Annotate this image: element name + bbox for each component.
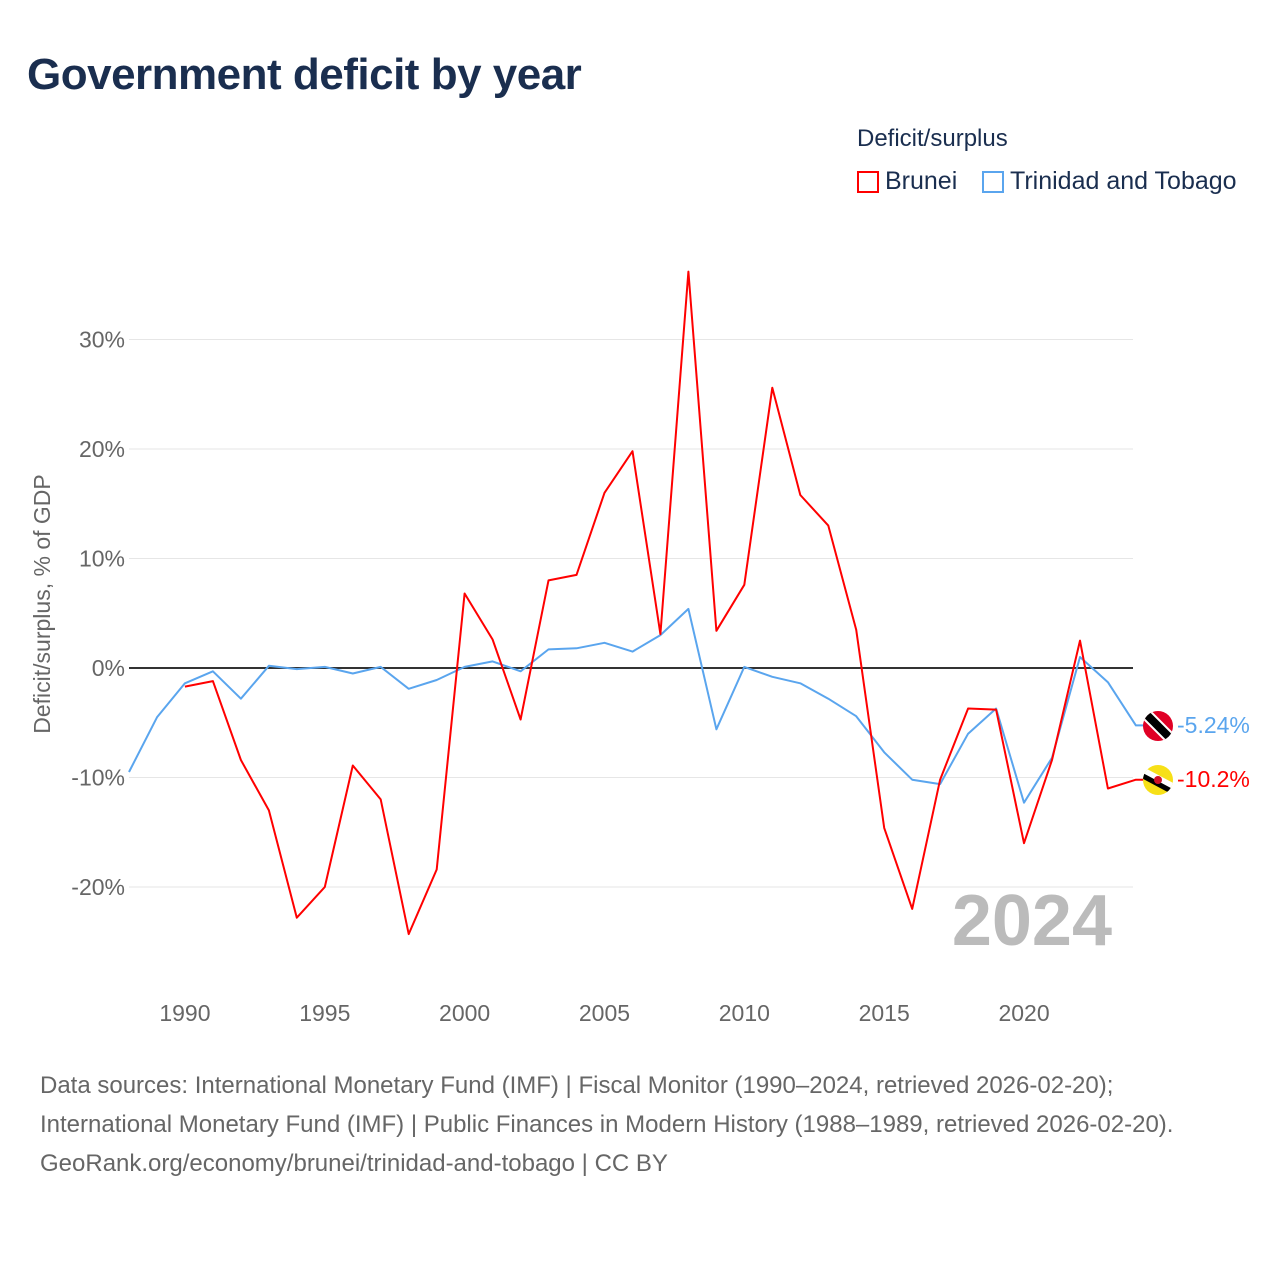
legend-item-trinidad-and-tobago[interactable]: Trinidad and Tobago	[982, 167, 1237, 196]
y-tick-label: 10%	[79, 546, 125, 572]
y-tick-label: 20%	[79, 436, 125, 462]
credit-link[interactable]: GeoRank.org/economy/brunei/trinidad-and-…	[40, 1150, 668, 1177]
year-watermark: 2024	[952, 881, 1112, 961]
legend-title: Deficit/surplus	[857, 125, 1008, 152]
series-line-brunei	[184, 270, 1144, 936]
y-axis-label: Deficit/surplus, % of GDP	[29, 474, 55, 733]
x-tick-label: 2010	[719, 1000, 770, 1026]
y-tick-label: 30%	[79, 327, 125, 353]
x-tick-label: 1990	[159, 1000, 210, 1026]
x-tick-label: 1995	[299, 1000, 350, 1026]
end-label-trinidad-and-tobago: -5.24%	[1177, 712, 1250, 738]
legend-label: Brunei	[885, 167, 958, 195]
legend-item-brunei[interactable]: Brunei	[857, 167, 957, 196]
y-tick-label: -20%	[71, 874, 125, 900]
x-tick-label: 2000	[439, 1000, 490, 1026]
chart-title: Government deficit by year	[27, 50, 582, 99]
x-tick-label: 2020	[998, 1000, 1049, 1026]
line-chart: 30% 20% 10% 0% -10% -20% 1990 1995 2000 2005 2010 2…	[29, 270, 1250, 1026]
y-tick-label: 0%	[92, 655, 125, 681]
legend-swatch-trinidad-and-tobago	[982, 170, 1004, 193]
series-line-trinidad-and-tobago	[128, 607, 1144, 804]
y-tick-label: -10%	[71, 765, 125, 791]
data-sources: Data sources: International Monetary Fun…	[40, 1072, 1174, 1138]
end-label-brunei: -10.2%	[1177, 766, 1250, 792]
brunei-flag-icon	[1143, 765, 1173, 795]
x-tick-label: 2005	[579, 1000, 630, 1026]
trinidad-and-tobago-flag-icon	[1143, 711, 1173, 741]
x-tick-label: 2015	[859, 1000, 910, 1026]
legend-swatch-brunei	[857, 170, 879, 193]
legend-label: Trinidad and Tobago	[1010, 167, 1237, 195]
footer: Data sources: International Monetary Fun…	[40, 1066, 1240, 1183]
